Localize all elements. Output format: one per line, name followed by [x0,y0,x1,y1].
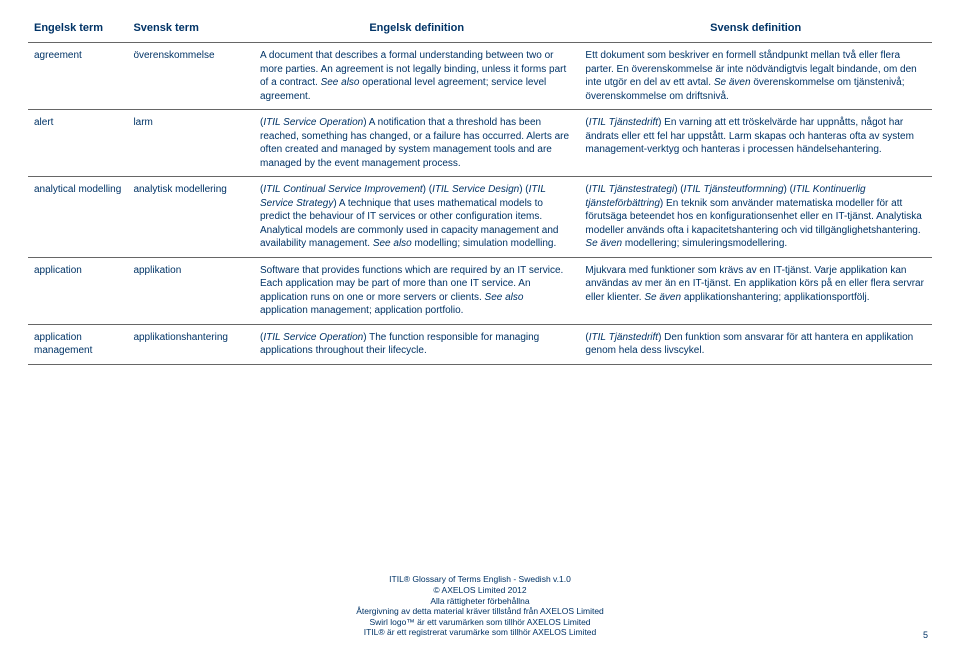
cell-en_term: analytical modelling [28,177,127,258]
cell-en_def: Software that provides functions which a… [254,257,579,324]
footer-line: © AXELOS Limited 2012 [0,585,960,596]
glossary-table: Engelsk term Svensk term Engelsk definit… [28,18,932,365]
footer-line: ITIL® är ett registrerat varumärke som t… [0,627,960,638]
cell-sv_def: (ITIL Tjänstedrift) Den funktion som ans… [579,324,932,364]
page-number: 5 [923,630,928,640]
glossary-body: agreementöverenskommelseA document that … [28,43,932,365]
footer-line: Swirl logo™ är ett varumärken som tillhö… [0,617,960,628]
cell-en_def: A document that describes a formal under… [254,43,579,110]
cell-en_def: (ITIL Continual Service Improvement) (IT… [254,177,579,258]
cell-sv_term: överenskommelse [127,43,254,110]
cell-en_term: alert [28,110,127,177]
table-header-row: Engelsk term Svensk term Engelsk definit… [28,18,932,43]
table-row: analytical modellinganalytisk modellerin… [28,177,932,258]
cell-en_term: agreement [28,43,127,110]
header-en-def: Engelsk definition [254,18,579,43]
header-en-term: Engelsk term [28,18,127,43]
cell-sv_term: applikation [127,257,254,324]
cell-sv_term: analytisk modellering [127,177,254,258]
page: Engelsk term Svensk term Engelsk definit… [0,0,960,365]
footer-line: Alla rättigheter förbehållna [0,596,960,607]
header-sv-def: Svensk definition [579,18,932,43]
cell-sv_def: (ITIL Tjänstedrift) En varning att ett t… [579,110,932,177]
cell-sv_def: Ett dokument som beskriver en formell st… [579,43,932,110]
cell-en_term: application management [28,324,127,364]
footer: ITIL® Glossary of Terms English - Swedis… [0,574,960,638]
header-sv-term: Svensk term [127,18,254,43]
table-row: applicationapplikationSoftware that prov… [28,257,932,324]
table-row: agreementöverenskommelseA document that … [28,43,932,110]
cell-sv_def: Mjukvara med funktioner som krävs av en … [579,257,932,324]
table-row: alertlarm(ITIL Service Operation) A noti… [28,110,932,177]
table-row: application managementapplikationshanter… [28,324,932,364]
cell-sv_term: applikationshantering [127,324,254,364]
footer-line: ITIL® Glossary of Terms English - Swedis… [0,574,960,585]
cell-en_def: (ITIL Service Operation) A notification … [254,110,579,177]
cell-sv_def: (ITIL Tjänstestrategi) (ITIL Tjänsteutfo… [579,177,932,258]
footer-line: Återgivning av detta material kräver til… [0,606,960,617]
cell-sv_term: larm [127,110,254,177]
cell-en_def: (ITIL Service Operation) The function re… [254,324,579,364]
cell-en_term: application [28,257,127,324]
